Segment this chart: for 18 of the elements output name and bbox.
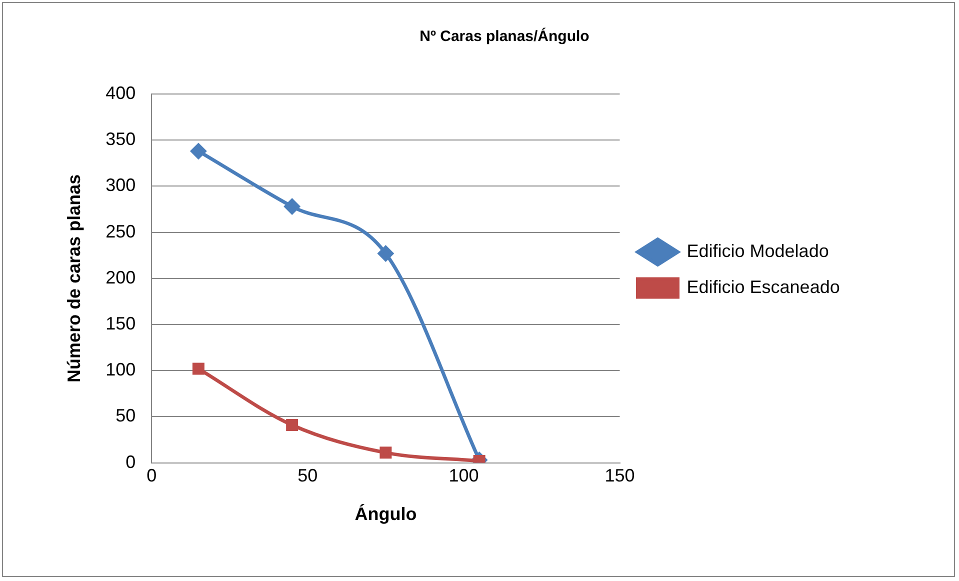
y-tick-label: 300 bbox=[106, 175, 136, 196]
y-tick-label: 200 bbox=[106, 267, 136, 288]
y-tick-label: 100 bbox=[106, 360, 136, 380]
x-tick-label: 0 bbox=[146, 466, 157, 486]
chart-title: Nº Caras planas/Ángulo bbox=[420, 27, 590, 46]
legend-label: Edificio Escaneado bbox=[686, 276, 840, 297]
x-tick-label: 150 bbox=[604, 466, 635, 486]
y-tick-label: 0 bbox=[126, 452, 136, 472]
x-tick-label: 50 bbox=[298, 466, 318, 486]
y-axis-title: Número de caras planas bbox=[64, 174, 84, 382]
y-tick-label: 50 bbox=[116, 406, 136, 426]
y-tick-label: 250 bbox=[106, 221, 136, 242]
y-tick-label: 350 bbox=[106, 129, 136, 150]
y-tick-label: 150 bbox=[106, 313, 136, 334]
y-tick-label: 400 bbox=[106, 82, 136, 103]
x-axis-title: Ángulo bbox=[354, 504, 417, 524]
legend-label: Edificio Modelado bbox=[686, 240, 829, 261]
x-tick-label: 100 bbox=[448, 466, 479, 486]
